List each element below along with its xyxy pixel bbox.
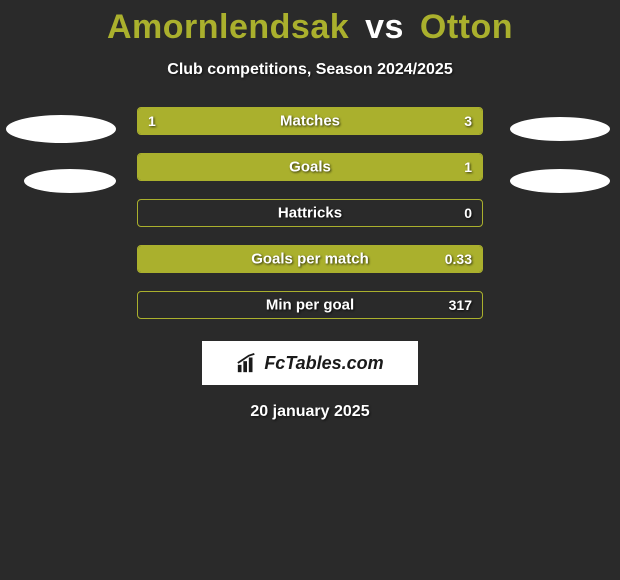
stat-label: Min per goal bbox=[138, 297, 482, 314]
footer-date: 20 january 2025 bbox=[0, 403, 620, 421]
stat-row-goals: Goals 1 bbox=[137, 153, 483, 181]
player2-badge-1 bbox=[510, 117, 610, 141]
stat-row-goals-per-match: Goals per match 0.33 bbox=[137, 245, 483, 273]
player2-name: Otton bbox=[420, 8, 513, 46]
bar-chart-icon bbox=[236, 352, 258, 374]
footer-logo: FcTables.com bbox=[202, 341, 418, 385]
stat-right-value: 3 bbox=[464, 113, 472, 129]
stat-right-value: 0.33 bbox=[445, 251, 472, 267]
stat-row-hattricks: Hattricks 0 bbox=[137, 199, 483, 227]
stat-right-value: 317 bbox=[449, 297, 472, 313]
comparison-title: Amornlendsak vs Otton bbox=[0, 0, 620, 47]
chart-area: 1 Matches 3 Goals 1 Hattricks 0 Goals pe… bbox=[0, 107, 620, 319]
stat-row-min-per-goal: Min per goal 317 bbox=[137, 291, 483, 319]
stat-row-matches: 1 Matches 3 bbox=[137, 107, 483, 135]
player1-name: Amornlendsak bbox=[107, 8, 349, 46]
stat-right-value: 0 bbox=[464, 205, 472, 221]
player2-badge-2 bbox=[510, 169, 610, 193]
stat-label: Goals per match bbox=[138, 251, 482, 268]
player1-badge-2 bbox=[24, 169, 116, 193]
stat-label: Goals bbox=[138, 159, 482, 176]
stat-label: Hattricks bbox=[138, 205, 482, 222]
stat-right-value: 1 bbox=[464, 159, 472, 175]
player1-badge-1 bbox=[6, 115, 116, 143]
vs-text: vs bbox=[365, 8, 404, 46]
subtitle: Club competitions, Season 2024/2025 bbox=[0, 61, 620, 79]
footer-logo-text: FcTables.com bbox=[264, 353, 383, 374]
stat-label: Matches bbox=[138, 113, 482, 130]
stat-bars: 1 Matches 3 Goals 1 Hattricks 0 Goals pe… bbox=[137, 107, 483, 319]
